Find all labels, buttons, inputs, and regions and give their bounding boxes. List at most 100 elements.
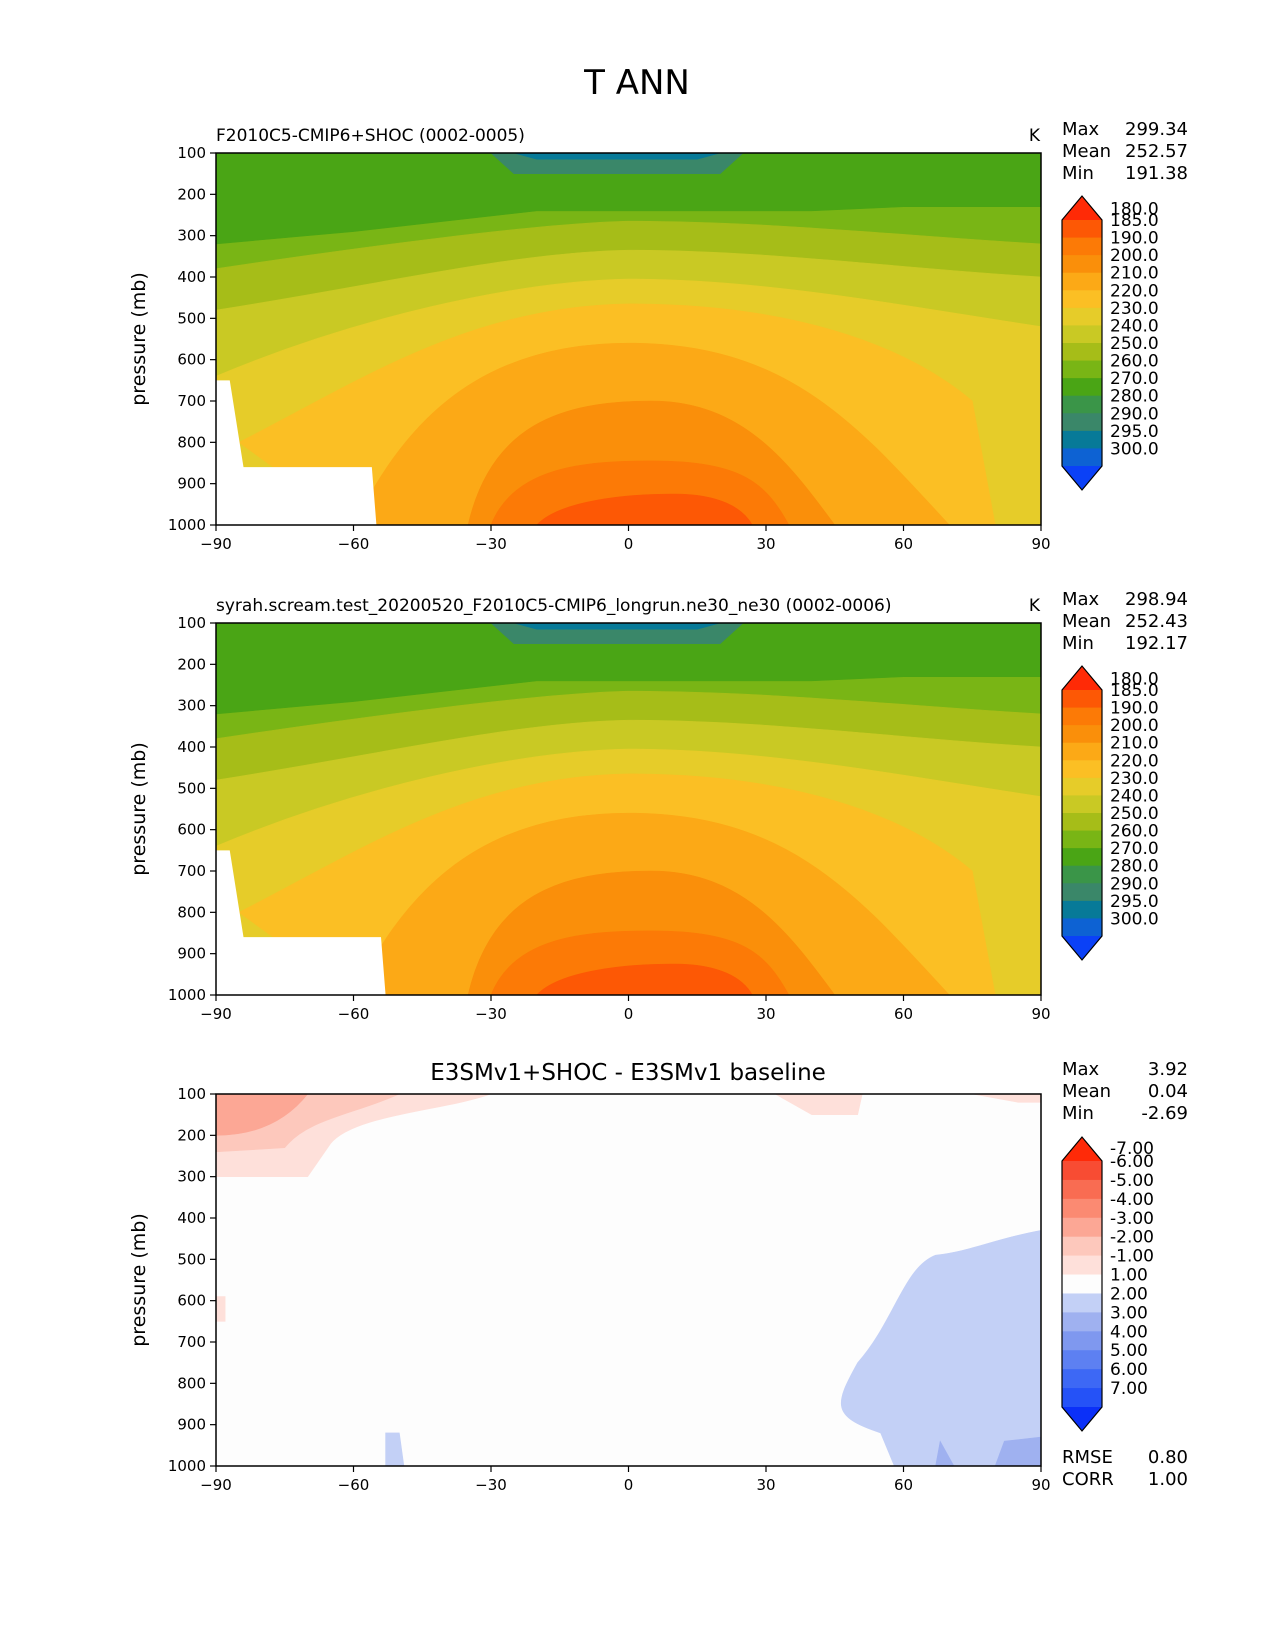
colorbar-level-label: -5.00	[1110, 1171, 1154, 1191]
rmse-label: RMSE	[1062, 1447, 1113, 1468]
corr-value: 1.00	[1148, 1469, 1188, 1490]
colorbar-level-label: -3.00	[1110, 1209, 1154, 1229]
stat-max-value: 3.92	[1148, 1059, 1188, 1080]
stat-mean-value: 252.57	[1125, 141, 1188, 162]
colorbar-level-label: 250.0	[1110, 804, 1159, 824]
stat-min-label: Min	[1062, 163, 1094, 184]
y-tick-label: 800	[177, 433, 206, 451]
colorbar-level-label: 180.0	[1110, 669, 1159, 689]
rmse-corr-block: RMSE 0.80 CORR 1.00	[1062, 1447, 1188, 1490]
colorbar-segment	[1062, 1388, 1102, 1408]
colorbar-segment	[1062, 448, 1102, 467]
colorbar-level-label: 210.0	[1110, 264, 1159, 284]
units-label: K	[1029, 596, 1041, 616]
colorbar-level-label: 180.0	[1110, 199, 1159, 219]
colorbar-extend-min	[1062, 1407, 1102, 1431]
contour-band	[536, 493, 753, 525]
panel-1: F2010C5-CMIP6+SHOC (0002-0005) K −90 −60 −…	[128, 119, 1188, 553]
stat-max-label: Max	[1062, 119, 1100, 140]
panel-title: E3SMv1+SHOC - E3SMv1 baseline	[430, 1060, 826, 1086]
stat-mean-label: Mean	[1062, 611, 1111, 632]
colorbar-level-label: 260.0	[1110, 352, 1159, 372]
colorbar-segment	[1062, 883, 1102, 902]
colorbar-level-label: 270.0	[1110, 369, 1159, 389]
colorbar-segment	[1062, 360, 1102, 379]
colorbar-segment	[1062, 760, 1102, 779]
x-tick-label: 30	[756, 535, 775, 553]
colorbar-level-label: -6.00	[1110, 1152, 1154, 1172]
y-tick-label: 900	[177, 475, 206, 493]
x-tick-label: −60	[338, 535, 370, 553]
colorbar-level-label: 295.0	[1110, 892, 1159, 912]
y-tick-label: 600	[177, 351, 206, 369]
colorbar-outline	[1061, 195, 1103, 491]
contour-band	[216, 1094, 309, 1136]
y-tick-label: 600	[177, 821, 206, 839]
x-tick-label: −90	[200, 1005, 232, 1023]
y-tick-label: 200	[177, 1126, 206, 1144]
colorbar-segment	[1062, 325, 1102, 344]
y-tick-label: 1000	[168, 1457, 206, 1475]
rmse-value: 0.80	[1148, 1447, 1188, 1468]
colorbar-level-label: 6.00	[1110, 1360, 1148, 1380]
contour-field	[216, 623, 1041, 995]
stat-min-value: 191.38	[1125, 163, 1188, 184]
stat-min-label: Min	[1062, 1103, 1094, 1124]
colorbar-level-label: -1.00	[1110, 1247, 1154, 1267]
x-tick-label: 0	[624, 1005, 634, 1023]
colorbar-level-label: 260.0	[1110, 822, 1159, 842]
colorbar-level-label: 190.0	[1110, 229, 1159, 249]
colorbar-extend-max	[1062, 1137, 1102, 1161]
colorbar-level-label: 250.0	[1110, 334, 1159, 354]
colorbar-level-label: 240.0	[1110, 786, 1159, 806]
contour-field	[216, 153, 1041, 525]
y-tick-label: 200	[177, 185, 206, 203]
contour-band	[385, 1432, 405, 1466]
missing-data-region	[216, 380, 377, 525]
x-tick-label: 90	[1031, 535, 1050, 553]
x-tick-label: −90	[200, 1476, 232, 1494]
colorbar-segment	[1062, 272, 1102, 291]
colorbar-segment	[1062, 690, 1102, 709]
units-label: K	[1029, 126, 1041, 146]
y-tick-label: 700	[177, 1333, 206, 1351]
x-tick-label: −90	[200, 535, 232, 553]
colorbar-segment	[1062, 255, 1102, 274]
y-tick-label: 300	[177, 227, 206, 245]
y-tick-label: 900	[177, 945, 206, 963]
y-tick-label: 1000	[168, 516, 206, 534]
colorbar-level-label: 270.0	[1110, 839, 1159, 859]
colorbar-segment	[1062, 1161, 1102, 1181]
colorbar-segment	[1062, 707, 1102, 726]
contour-band	[994, 1436, 1041, 1466]
colorbar-level-label: 4.00	[1110, 1322, 1148, 1342]
figure-title: T ANN	[583, 63, 690, 103]
colorbar-level-label: 295.0	[1110, 422, 1159, 442]
stat-mean-label: Mean	[1062, 1081, 1111, 1102]
colorbar-level-label: 1.00	[1110, 1266, 1148, 1286]
contour-band	[216, 1296, 226, 1322]
panel-title: syrah.scream.test_20200520_F2010C5-CMIP6…	[216, 596, 892, 616]
colorbar-segment	[1062, 1293, 1102, 1313]
x-tick-label: 60	[894, 1005, 913, 1023]
contour-band	[216, 623, 1041, 715]
colorbar-level-label: 185.0	[1110, 681, 1159, 701]
x-tick-label: 60	[894, 535, 913, 553]
colorbar-segment	[1062, 1236, 1102, 1257]
y-tick-label: 700	[177, 862, 206, 880]
y-axis-label: pressure (mb)	[128, 1213, 150, 1347]
colorbar-segment	[1062, 413, 1102, 432]
colorbar-level-label: 200.0	[1110, 246, 1159, 266]
colorbar-level-label: 2.00	[1110, 1284, 1148, 1304]
colorbar-extend-min	[1062, 936, 1102, 960]
colorbar-segment	[1062, 1312, 1102, 1332]
y-tick-label: 100	[177, 1085, 206, 1103]
y-tick-label: 700	[177, 392, 206, 410]
stats-block: Max 3.92 Mean 0.04 Min -2.69	[1062, 1059, 1188, 1124]
colorbar-level-label: -7.00	[1110, 1139, 1154, 1159]
colorbar-segment	[1062, 290, 1102, 309]
stat-mean-value: 0.04	[1148, 1081, 1188, 1102]
stat-min-value: 192.17	[1125, 633, 1188, 654]
corr-label: CORR	[1062, 1469, 1114, 1490]
stat-max-value: 299.34	[1125, 119, 1188, 140]
